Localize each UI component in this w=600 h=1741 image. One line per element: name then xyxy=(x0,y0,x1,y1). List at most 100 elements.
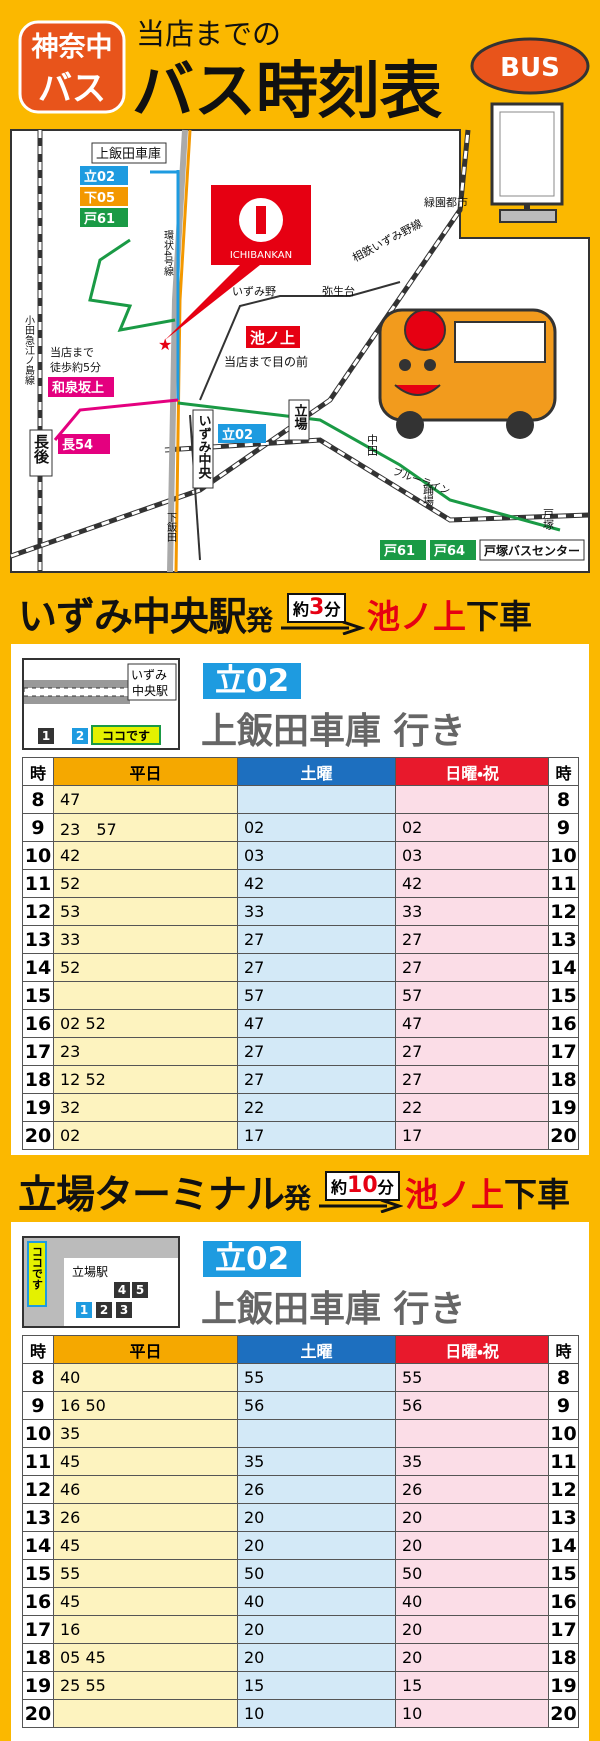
timetable-row: 12 53 33 33 12 xyxy=(22,897,579,926)
bus-sign xyxy=(470,37,590,95)
map-label: 戸塚 xyxy=(542,508,555,531)
map-label: 立02 xyxy=(222,427,253,443)
hour: 15 xyxy=(22,1559,54,1588)
map-label: 戸61 xyxy=(84,212,115,227)
departure-minutes: 02 xyxy=(53,1121,238,1150)
map-label: ICHIBANKAN xyxy=(230,250,292,261)
departure-minutes: 17 xyxy=(237,1121,396,1150)
hour: 17 xyxy=(22,1615,54,1644)
diagram-label: 中央駅 xyxy=(132,683,168,698)
hour: 19 xyxy=(548,1093,579,1122)
badge-line: 神奈中 xyxy=(31,32,113,63)
destination: 上飯田車庫 行き xyxy=(201,711,466,752)
platform-number xyxy=(38,728,54,744)
destination: 上飯田車庫 行き xyxy=(201,1289,466,1330)
timetable-row: 16 45 40 40 16 xyxy=(22,1587,579,1616)
diagram-label: 2 xyxy=(100,1303,108,1317)
departure-minutes: 33 xyxy=(237,897,396,926)
diagram-label: いずみ xyxy=(131,668,167,682)
time-unit: 分 xyxy=(377,1177,394,1197)
departure-minutes: 50 xyxy=(395,1559,549,1588)
hour: 17 xyxy=(548,1615,579,1644)
time-number: 3 xyxy=(309,595,325,620)
departure-minutes: 12 52 xyxy=(53,1065,238,1094)
departure-minutes: 16 xyxy=(53,1615,238,1644)
departure-minutes: 16 50 xyxy=(53,1391,238,1420)
section-heading: 立場ターミナル発約 10 分池ノ上 下車 xyxy=(18,1161,570,1222)
hour: 12 xyxy=(548,897,579,926)
platform-number xyxy=(114,1282,130,1298)
timetable: 時平日 土曜 日曜・祝時 8 47 8 9 23 57 02 02 9 10 42 03 03 10 11 52 4… xyxy=(22,757,579,1150)
hour: 19 xyxy=(22,1671,54,1700)
hour: 14 xyxy=(22,953,54,982)
hour: 18 xyxy=(548,1065,579,1094)
timetable-board xyxy=(490,102,564,206)
departure-minutes: 53 xyxy=(53,897,238,926)
hour: 12 xyxy=(548,1475,579,1504)
map-label: 下05 xyxy=(84,191,115,206)
departure-minutes xyxy=(237,1419,396,1448)
diagram-label: 1 xyxy=(42,729,50,743)
time-number: 10 xyxy=(347,1173,378,1198)
timetable-row: 17 23 27 27 17 xyxy=(22,1037,579,1066)
hour: 18 xyxy=(22,1065,54,1094)
map-label: 長後 xyxy=(32,434,50,465)
panel: ココです 立場駅 4 5 1 2 3 立02 上飯田車庫 行き時平日 土曜 日曜・祝時 8 40 55 55… xyxy=(11,1222,589,1741)
platform-number xyxy=(116,1302,132,1318)
map-label: いずみ野 xyxy=(232,285,276,298)
departure-minutes: 26 xyxy=(53,1503,238,1532)
departure-minutes: 47 xyxy=(237,1009,396,1038)
timetable-row: 15 57 57 15 xyxy=(22,981,579,1010)
hour: 13 xyxy=(22,1503,54,1532)
departure-minutes: 20 xyxy=(395,1503,549,1532)
departure-minutes: 55 xyxy=(237,1363,396,1392)
column-header: 土曜 xyxy=(237,1335,396,1364)
departure-minutes: 15 xyxy=(395,1671,549,1700)
diagram-label: 2 xyxy=(76,729,84,743)
map-label: 戸64 xyxy=(434,544,465,559)
departure-minutes: 42 xyxy=(395,869,549,898)
diagram-label: 3 xyxy=(120,1303,128,1317)
departure-minutes: 35 xyxy=(53,1419,238,1448)
departure-minutes: 26 xyxy=(237,1475,396,1504)
svg-text:★: ★ xyxy=(158,335,172,354)
timetable-row: 10 42 03 03 10 xyxy=(22,841,579,870)
departure-minutes: 25 55 xyxy=(53,1671,238,1700)
map-label: 下飯田 xyxy=(165,512,177,542)
title: バス時刻表 xyxy=(132,54,442,127)
badge xyxy=(18,20,126,114)
column-header: 土曜 xyxy=(237,757,396,786)
travel-time: 約 10 分 xyxy=(317,1169,404,1215)
column-header: 平日 xyxy=(53,757,238,786)
timetable-row: 20 02 17 17 20 xyxy=(22,1121,579,1150)
map-label: 池ノ上 xyxy=(250,329,295,347)
departure-minutes: 20 xyxy=(395,1615,549,1644)
panel: いずみ 中央駅 1 2 ココです 立02 上飯田車庫 行き時平日 土曜 日曜・祝時 8 47 8 9 23… xyxy=(11,644,589,1155)
departure-minutes: 02 xyxy=(237,813,396,842)
diagram-label: 4 xyxy=(118,1283,126,1297)
hour: 12 xyxy=(22,897,54,926)
hour: 10 xyxy=(22,1419,54,1448)
alight: 下車 xyxy=(466,596,533,636)
timetable-row: 18 05 45 20 20 18 xyxy=(22,1643,579,1672)
hour: 20 xyxy=(548,1699,579,1728)
hour: 8 xyxy=(548,785,579,814)
hour: 8 xyxy=(22,785,54,814)
column-header: 時 xyxy=(548,757,579,786)
hour: 8 xyxy=(548,1363,579,1392)
diagram: いずみ中央駅 1 2 ココです xyxy=(24,663,177,745)
timetable-row: 11 45 35 35 11 xyxy=(22,1447,579,1476)
departure-minutes: 40 xyxy=(237,1587,396,1616)
departure-minutes: 45 xyxy=(53,1587,238,1616)
hour: 19 xyxy=(548,1671,579,1700)
platform-number xyxy=(96,1302,112,1318)
hour: 11 xyxy=(548,869,579,898)
timetable: 時平日 土曜 日曜・祝時 8 40 55 55 8 9 16 50 56 56 9 10 35 10 11 45 3… xyxy=(22,1335,579,1728)
section-heading: いずみ中央駅発約 3 分池ノ上 下車 xyxy=(18,583,532,644)
route: 立02 xyxy=(203,1241,302,1277)
alight: 下車 xyxy=(504,1174,571,1214)
hour: 8 xyxy=(22,1363,54,1392)
hour: 14 xyxy=(22,1531,54,1560)
departure-minutes: 03 xyxy=(237,841,396,870)
